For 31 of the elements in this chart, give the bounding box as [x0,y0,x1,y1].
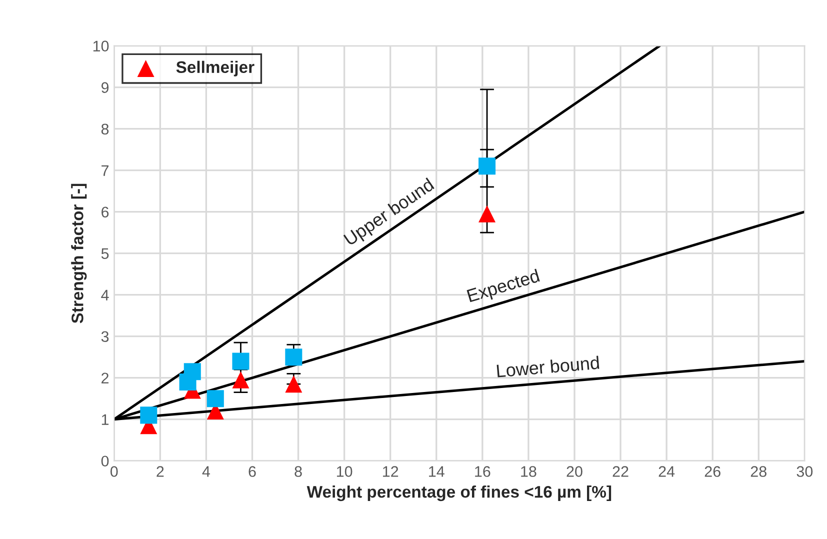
x-tick-label: 0 [110,466,118,477]
x-tick-label: 4 [202,466,210,477]
x-tick-label: 10 [336,466,352,477]
x-tick-label: 14 [429,466,444,477]
x-tick-label: 22 [612,466,628,477]
x-tick-label: 12 [383,466,398,477]
y-axis-title: Strength factor [-] [71,184,87,324]
x-tick-label: 26 [704,466,720,477]
y-tick-label: 6 [102,206,109,218]
x-tick-label: 16 [475,466,490,477]
y-tick-label: 2 [102,372,108,384]
x-tick-label: 20 [566,466,582,477]
y-tick-label: 3 [101,331,109,342]
x-axis-title: Weight percentage of fines <16 µm [%] [306,486,612,502]
y-tick-label: 5 [101,248,109,260]
y-tick-label: 10 [93,40,109,52]
y-tick-label: 0 [101,456,109,467]
x-tick-label: 6 [248,466,256,477]
y-tick-label: 1 [102,414,109,425]
y-tick-label: 9 [101,82,109,94]
x-tick-label: 24 [658,466,675,477]
y-tick-label: 8 [101,124,109,135]
x-tick-label: 28 [750,466,766,477]
x-tick-label: 8 [294,466,302,477]
y-tick-label: 4 [101,290,109,300]
x-tick-label: 18 [521,466,536,477]
x-tick-label: 2 [156,466,164,477]
x-tick-label: 30 [796,466,813,477]
y-tick-label: 7 [102,165,108,176]
annotation: Lower bound [496,356,600,378]
legend-label: Sellmeijer [176,60,254,76]
